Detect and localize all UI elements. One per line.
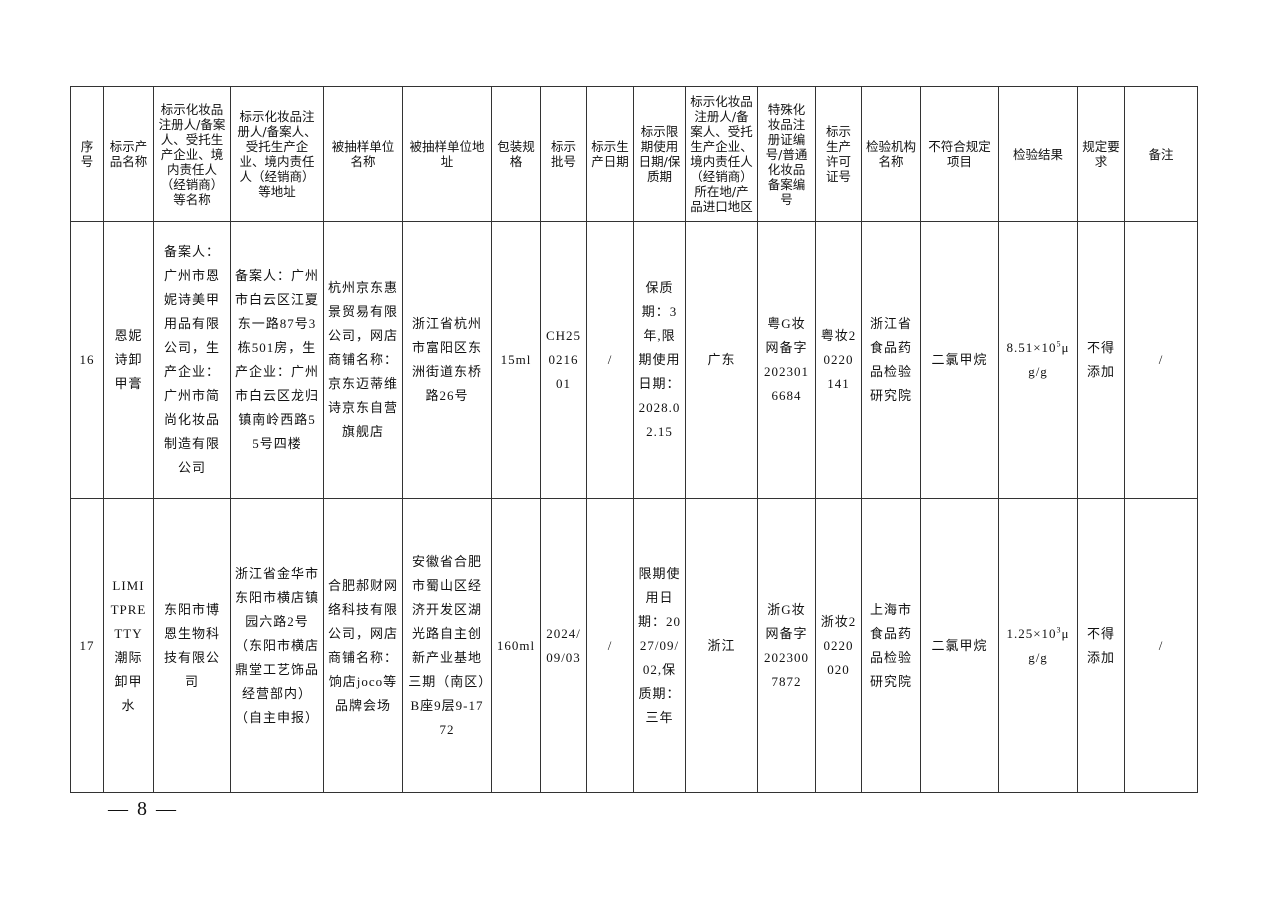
cell-expiry: 限期使用日期：2027/09/02,保质期：三年 [633, 498, 686, 793]
result-value: 8.51×10 [1006, 340, 1057, 355]
cell-company: 东阳市博恩生物科技有限公司 [153, 498, 231, 793]
column-header: 标示批号 [540, 86, 587, 222]
result-unit: μg/g [1028, 625, 1070, 665]
header-row: 序号 标示产品名称 标示化妆品注册人/备案人、受托生产企业、境内责任人（经销商）等名… [70, 86, 1198, 222]
cell-address: 浙江省金华市东阳市横店镇园六路2号（东阳市横店鼎堂工艺饰品经营部内）（自主申报） [230, 498, 324, 793]
cell-prod-date: / [586, 498, 634, 793]
cell-sampled-unit: 合肥郝财网络科技有限公司，网店商铺名称：饷店joco等品牌会场 [323, 498, 403, 793]
column-header: 序号 [70, 86, 104, 222]
column-header: 标示限期使用日期/保质期 [633, 86, 686, 222]
cell-requirement: 不得添加 [1077, 221, 1125, 499]
column-header: 不符合规定项目 [920, 86, 999, 222]
cell-result: 8.51×105μg/g [998, 221, 1078, 499]
table-row: 17 LIMITPRETTY潮际卸甲水 东阳市博恩生物科技有限公司 浙江省金华市东阳市… [70, 498, 1198, 793]
cell-sampled-address: 浙江省杭州市富阳区东洲街道东桥路26号 [402, 221, 492, 499]
column-header: 标示生产日期 [586, 86, 634, 222]
column-header: 被抽样单位名称 [323, 86, 403, 222]
cell-batch: CH25021601 [540, 221, 587, 499]
result-unit: μg/g [1028, 340, 1070, 379]
column-header: 检验机构名称 [861, 86, 921, 222]
cell-region: 浙江 [685, 498, 758, 793]
cell-remark: / [1124, 221, 1198, 499]
column-header: 检验结果 [998, 86, 1078, 222]
cell-no: 17 [70, 498, 104, 793]
page-number: — 8 — [108, 798, 178, 820]
column-header: 特殊化妆品注册证编号/普通化妆品备案编号 [757, 86, 816, 222]
cell-filing-no: 粤G妆网备字2023016684 [757, 221, 816, 499]
column-header: 标示产品名称 [103, 86, 154, 222]
cell-batch: 2024/09/03 [540, 498, 587, 793]
cell-product: 恩妮诗卸甲膏 [103, 221, 154, 499]
inspection-results-table: 序号 标示产品名称 标示化妆品注册人/备案人、受托生产企业、境内责任人（经销商）等名… [70, 86, 1198, 793]
cell-spec: 15ml [491, 221, 541, 499]
result-exponent: 5 [1056, 339, 1062, 349]
cell-remark: / [1124, 498, 1198, 793]
cell-requirement: 不得添加 [1077, 498, 1125, 793]
cell-license: 浙妆20220020 [815, 498, 862, 793]
cell-company: 备案人：广州市恩妮诗美甲用品有限公司，生产企业：广州市简尚化妆品制造有限公司 [153, 221, 231, 499]
column-header: 包装规格 [491, 86, 541, 222]
cell-lab: 上海市食品药品检验研究院 [861, 498, 921, 793]
cell-lab: 浙江省食品药品检验研究院 [861, 221, 921, 499]
cell-sampled-address: 安徽省合肥市蜀山区经济开发区湖光路自主创新产业基地三期（南区）B座9层9-177… [402, 498, 492, 793]
cell-expiry: 保质期：3年,限期使用日期：2028.02.15 [633, 221, 686, 499]
column-header: 规定要求 [1077, 86, 1125, 222]
cell-spec: 160ml [491, 498, 541, 793]
table-row: 16 恩妮诗卸甲膏 备案人：广州市恩妮诗美甲用品有限公司，生产企业：广州市简尚化妆品… [70, 221, 1198, 499]
column-header: 标示化妆品注册人/备案人、受托生产企业、境内责任人（经销商）等地址 [230, 86, 324, 222]
cell-address: 备案人：广州市白云区江夏东一路87号3栋501房，生产企业：广州市白云区龙归镇南… [230, 221, 324, 499]
result-exponent: 3 [1056, 625, 1062, 635]
cell-sampled-unit: 杭州京东惠景贸易有限公司，网店商铺名称：京东迈蒂维诗京东自营旗舰店 [323, 221, 403, 499]
cell-no: 16 [70, 221, 104, 499]
cell-filing-no: 浙G妆网备字2023007872 [757, 498, 816, 793]
column-header: 标示化妆品注册人/备案人、受托生产企业、境内责任人（经销商）所在地/产品进口地区 [685, 86, 758, 222]
cell-item: 二氯甲烷 [920, 221, 999, 499]
result-value: 1.25×10 [1006, 625, 1057, 641]
column-header: 标示生产许可证号 [815, 86, 862, 222]
cell-region: 广东 [685, 221, 758, 499]
cell-prod-date: / [586, 221, 634, 499]
column-header: 被抽样单位地址 [402, 86, 492, 222]
column-header: 备注 [1124, 86, 1198, 222]
cell-product: LIMITPRETTY潮际卸甲水 [103, 498, 154, 793]
cell-license: 粤妆20220141 [815, 221, 862, 499]
cell-item: 二氯甲烷 [920, 498, 999, 793]
column-header: 标示化妆品注册人/备案人、受托生产企业、境内责任人（经销商）等名称 [153, 86, 231, 222]
cell-result: 1.25×103μg/g [998, 498, 1078, 793]
